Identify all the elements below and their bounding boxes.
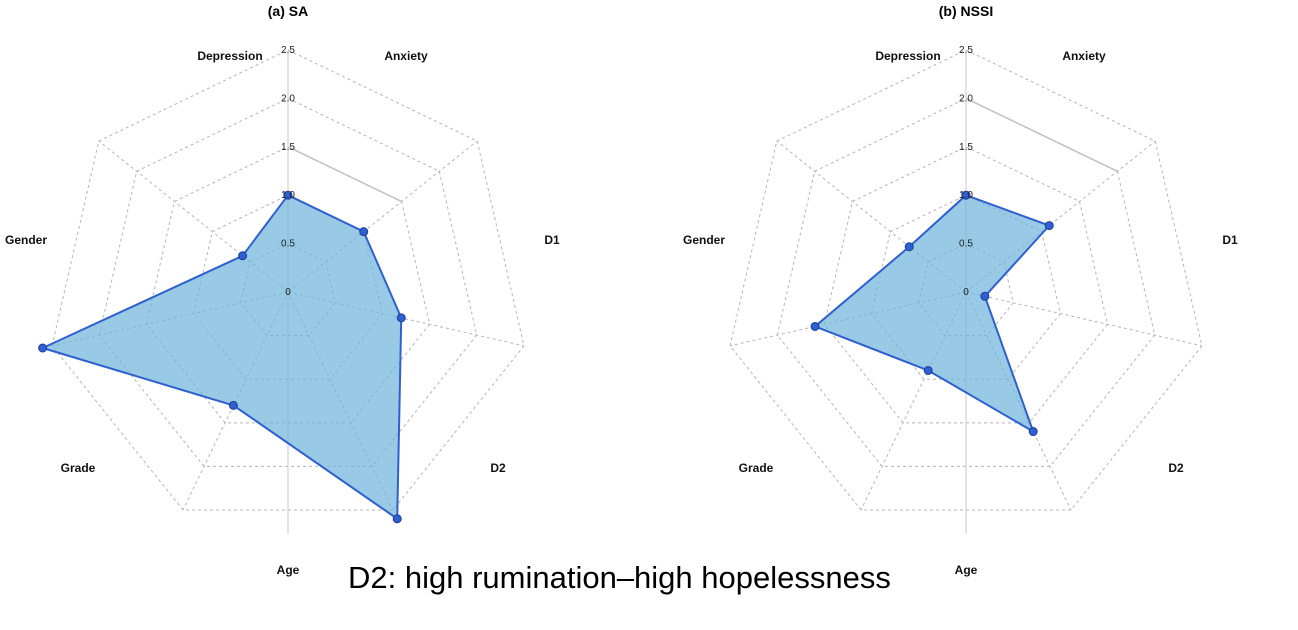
grid-solid-segment (287, 146, 402, 203)
data-point-age (923, 365, 933, 375)
data-point-d1 (396, 313, 406, 323)
axis-label-d2: D2 (1168, 461, 1184, 475)
grid-spoke (287, 140, 478, 293)
tick-label: 0.5 (959, 239, 973, 250)
data-point-anxiety (359, 227, 369, 237)
grid-solid-segment (965, 97, 1118, 172)
axis-label-gender: Gender (5, 233, 47, 247)
axis-label-grade: Grade (739, 461, 774, 475)
grid-spoke (98, 140, 289, 293)
data-point-gender (238, 251, 248, 261)
axis-label-d2: D2 (490, 461, 506, 475)
tick-label: 2.5 (959, 45, 973, 56)
axis-label-anxiety: Anxiety (384, 49, 428, 63)
axis-label-d1: D1 (544, 233, 560, 247)
tick-label: 0.5 (281, 239, 295, 250)
radar-labels: 0 0.5 1.0 1.5 2.0 2.5 Depression Anxiety D1 D2 Age… (683, 45, 1238, 577)
data-point-grade (810, 321, 820, 331)
chart-title: (a) SA (268, 3, 308, 19)
radar-chart-nssi: (b) NSSI 0 0.5 1.0 1.5 2.0 2.5 Depression Anxie… (683, 3, 1238, 577)
axis-label-grade: Grade (61, 461, 96, 475)
axis-label-depression: Depression (197, 49, 262, 63)
axis-label-age: Age (277, 563, 300, 577)
axis-label-age: Age (955, 563, 978, 577)
radar-labels: 0 0.5 1.0 1.5 2.0 2.5 Depression Anxiety D1 D2 Age… (5, 45, 560, 577)
data-point-depression (961, 190, 971, 200)
grid-ring (98, 97, 478, 467)
radar-data (38, 190, 406, 524)
data-point-d1 (980, 291, 990, 301)
grid-spoke (965, 291, 1203, 347)
axis-label-d1: D1 (1222, 233, 1238, 247)
tick-label: 1.5 (281, 142, 295, 153)
data-point-d2 (1028, 427, 1038, 437)
radar-grid (729, 49, 1203, 534)
data-point-grade (38, 343, 48, 353)
grid-spoke (965, 140, 1156, 293)
grid-ring (776, 97, 1156, 467)
tick-label: 2.0 (959, 93, 973, 104)
grid-ring (871, 194, 1061, 380)
series-area (39, 193, 403, 521)
data-point-gender (904, 242, 914, 252)
data-point-d2 (392, 514, 402, 524)
data-point-age (228, 400, 238, 410)
tick-label: 0 (963, 287, 969, 298)
radar-data (810, 190, 1054, 437)
axis-label-gender: Gender (683, 233, 725, 247)
tick-label: 1.5 (959, 142, 973, 153)
tick-label: 1.0 (959, 190, 973, 201)
tick-label: 2.0 (281, 93, 295, 104)
series-area (813, 194, 1051, 434)
chart-title: (b) NSSI (939, 3, 993, 19)
data-point-depression (283, 190, 293, 200)
tick-label: 0 (285, 287, 291, 298)
axis-label-depression: Depression (875, 49, 940, 63)
tick-label: 1.0 (281, 190, 295, 201)
axis-label-anxiety: Anxiety (1062, 49, 1106, 63)
data-point-anxiety (1044, 221, 1054, 231)
grid-spoke (287, 291, 525, 347)
grid-spoke (776, 140, 967, 293)
radar-chart-sa: (a) SA 0 0.5 1.0 1.5 2.0 2.5 Depression Anxiety… (5, 3, 560, 577)
grid-spoke (860, 291, 967, 511)
figure-caption: D2: high rumination–high hopelessness (348, 560, 891, 595)
tick-label: 2.5 (281, 45, 295, 56)
